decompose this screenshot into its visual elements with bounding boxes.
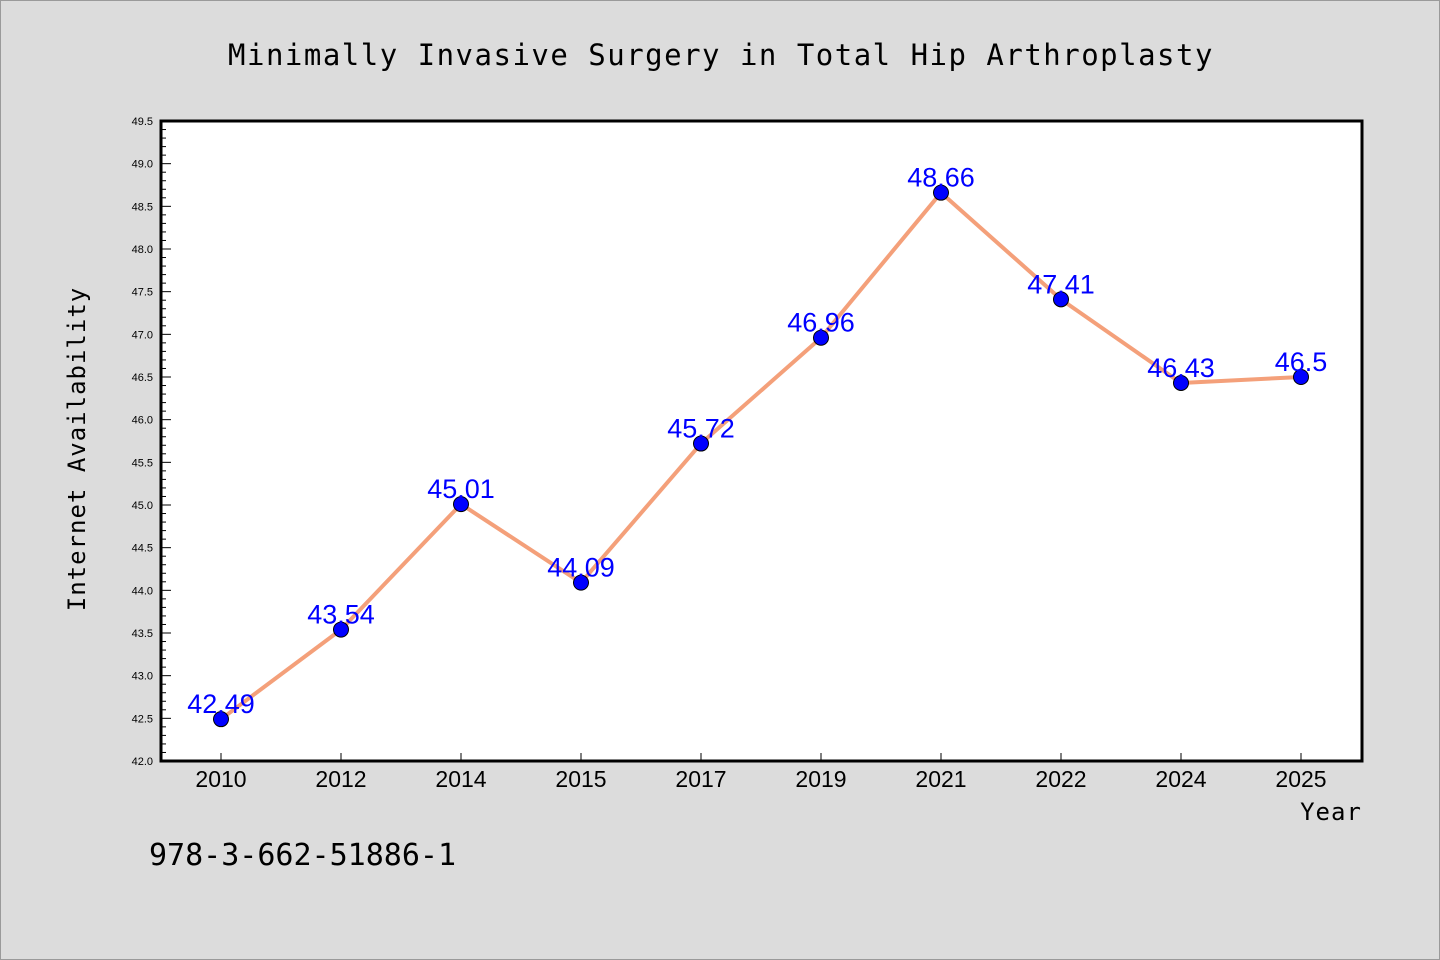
- y-tick-label: 44.0: [132, 585, 153, 597]
- y-tick-label: 47.0: [132, 329, 153, 341]
- x-tick-label: 2022: [1035, 766, 1086, 792]
- y-tick-label: 42.5: [132, 713, 153, 725]
- data-label: 46.96: [787, 308, 855, 338]
- plot-area: [159, 119, 1364, 763]
- y-tick-label: 48.5: [132, 201, 153, 213]
- y-tick-label: 43.0: [132, 671, 153, 683]
- data-label: 46.43: [1147, 353, 1215, 383]
- data-point: [1173, 374, 1189, 391]
- data-point: [333, 621, 349, 638]
- data-label: 48.66: [907, 163, 975, 193]
- y-tick-label: 46.5: [132, 372, 153, 384]
- y-tick-label: 49.0: [132, 159, 153, 171]
- data-point: [693, 435, 709, 452]
- data-point: [453, 496, 469, 513]
- data-label: 42.49: [187, 689, 255, 719]
- x-tick-label: 2010: [195, 766, 246, 792]
- y-tick-label: 48.0: [132, 244, 153, 256]
- x-tick-label: 2014: [435, 766, 486, 792]
- data-label: 46.5: [1275, 347, 1328, 377]
- y-tick-label: 45.5: [132, 457, 153, 469]
- data-point: [1293, 369, 1309, 385]
- data-point: [813, 329, 829, 346]
- y-axis-label: Internet Availability: [63, 287, 91, 611]
- data-point: [1053, 291, 1069, 308]
- data-point: [933, 184, 949, 201]
- data-label: 44.09: [547, 553, 615, 583]
- x-tick-label: 2019: [795, 766, 846, 792]
- data-label: 45.01: [427, 474, 495, 504]
- y-tick-label: 44.5: [132, 543, 153, 555]
- data-label: 45.72: [667, 414, 735, 444]
- data-point: [573, 574, 589, 591]
- y-tick-label: 45.0: [132, 500, 153, 512]
- x-tick-label: 2025: [1275, 766, 1326, 792]
- y-tick-label: 47.5: [132, 287, 153, 299]
- x-tick-label: 2012: [315, 766, 366, 792]
- y-axis-ticks: 42.0 42.5 43.0 43.5 44.0 44.5 45.0 45.5 46.0 46.5…: [132, 116, 171, 768]
- series-line: [219, 190, 1303, 722]
- x-tick-label: 2017: [675, 766, 726, 792]
- x-axis-ticks: 2010 2012 2014 2015 2017 2019 2021 2022 2024 2025: [195, 753, 1327, 792]
- x-tick-label: 2015: [555, 766, 606, 792]
- data-point: [213, 711, 229, 728]
- x-tick-label: 2021: [915, 766, 966, 792]
- data-label: 43.54: [307, 600, 375, 630]
- y-tick-label: 42.0: [132, 756, 153, 768]
- chart-title: Minimally Invasive Surgery in Total Hip …: [228, 38, 1214, 72]
- series-layer: 42.49 43.54 45.01 44.09 45.72 46.96 48.66 47.41…: [187, 163, 1328, 728]
- x-axis-label: Year: [1300, 798, 1362, 826]
- x-tick-label: 2024: [1155, 766, 1206, 792]
- data-label: 47.41: [1027, 269, 1095, 299]
- y-tick-label: 46.0: [132, 415, 153, 427]
- isbn-footer: 978-3-662-51886-1: [149, 838, 456, 873]
- y-tick-label: 43.5: [132, 628, 153, 640]
- y-tick-label: 49.5: [132, 116, 153, 128]
